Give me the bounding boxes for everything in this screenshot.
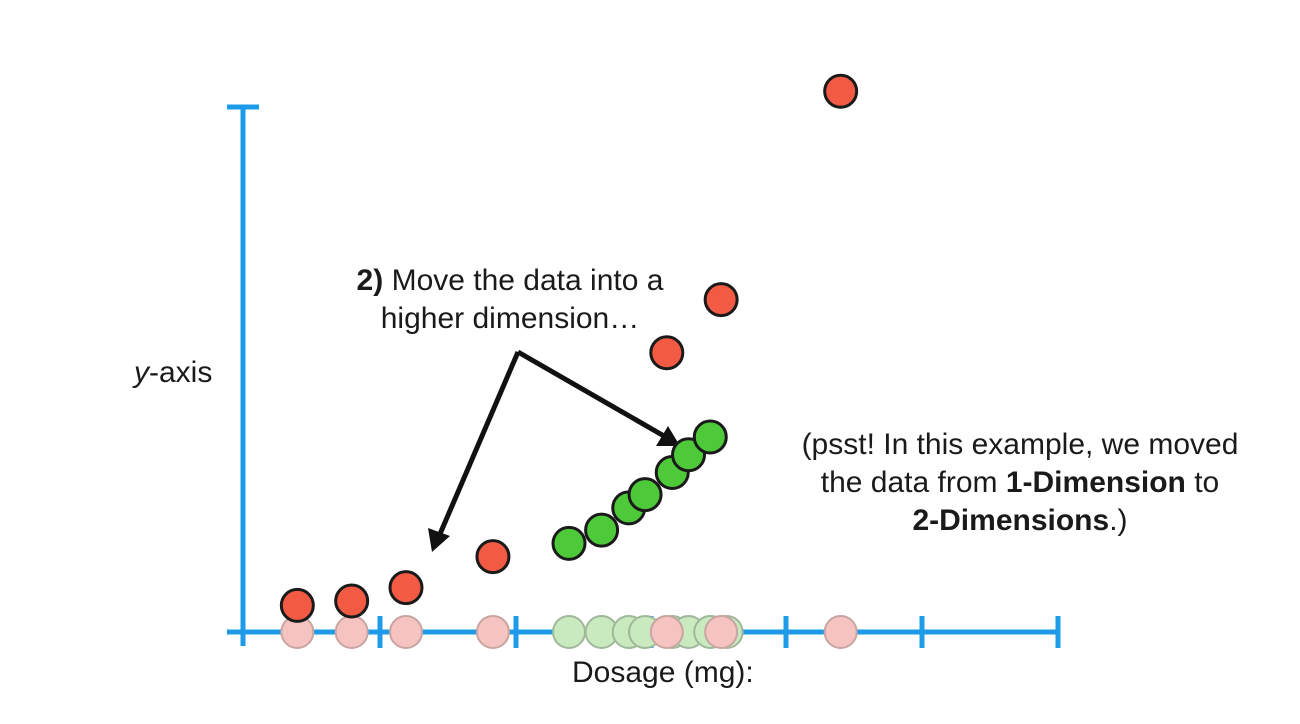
projected-red-point-4 — [475, 615, 510, 649]
annotation-psst: (psst! In this example, we moved the dat… — [740, 426, 1300, 540]
red-point-4 — [475, 539, 511, 575]
projected-points — [280, 615, 858, 649]
projected-green-point-1 — [552, 615, 586, 649]
annotation-psst-line2: the data from 1-Dimension to — [740, 464, 1300, 502]
red-point-2 — [334, 583, 370, 619]
psst-bold-1d: 1-Dimension — [1005, 466, 1186, 499]
annotation-arrows — [428, 349, 680, 552]
psst-post: to — [1194, 466, 1220, 499]
annotation-psst-line1: (psst! In this example, we moved — [801, 428, 1239, 461]
axes — [227, 104, 1061, 648]
lifted-points — [279, 73, 859, 623]
annotation-move-line1: 2) Move the data into a — [290, 262, 730, 300]
red-point-3 — [388, 570, 424, 606]
annotation-psst-line3: 2-Dimensions.) — [740, 502, 1300, 540]
arrowhead-left — [428, 528, 450, 552]
projected-red-point-3 — [389, 615, 423, 649]
y-axis-label-italic: y — [134, 356, 149, 389]
projected-red-point-2 — [334, 615, 369, 649]
projected-red-point-7 — [823, 615, 858, 649]
red-point-5 — [649, 335, 685, 371]
arrow-to-green-points — [516, 349, 666, 439]
green-point-7 — [692, 419, 728, 455]
green-point-2 — [584, 512, 620, 548]
y-axis-label: y-axis — [134, 354, 212, 392]
annotation-move-line2: higher dimension… — [380, 302, 640, 335]
psst-pre: the data from — [820, 466, 998, 499]
red-point-1 — [279, 587, 315, 623]
annotation-move-text1: Move the data into a — [391, 264, 664, 297]
green-point-1 — [551, 525, 587, 561]
arrowhead-right — [656, 426, 680, 446]
psst-bold-2d: 2-Dimensions — [912, 504, 1110, 537]
arrow-to-left-point — [437, 351, 521, 535]
red-point-7 — [823, 73, 859, 109]
annotation-move-data: 2) Move the data into a higher dimension… — [290, 262, 730, 338]
step-number: 2) — [356, 264, 384, 297]
green-point-4 — [627, 477, 663, 513]
y-axis-label-rest: -axis — [149, 356, 213, 389]
projected-red-point-6 — [704, 615, 739, 649]
psst-end: .) — [1109, 504, 1128, 537]
x-axis-label: Dosage (mg): — [572, 656, 754, 689]
projected-red-point-5 — [649, 615, 684, 649]
red-point-6 — [703, 282, 739, 318]
